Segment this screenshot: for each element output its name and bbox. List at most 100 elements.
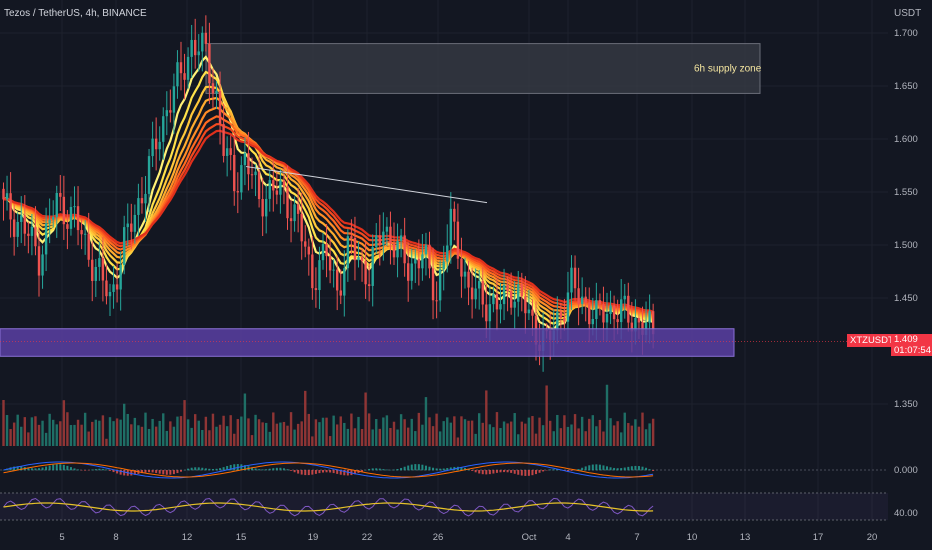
volume-bar [470,420,474,446]
volume-bar [83,412,87,446]
volume-bar [488,424,492,446]
ema-line [3,106,654,318]
candle-body [23,215,26,234]
volume-bar [520,421,523,446]
macd-histogram-bar [637,466,640,471]
candle-body [559,311,563,318]
candle-body [59,192,62,197]
time-axis: 5 8 12 15 19 22 26 Oct 4 7 10 13 17 20 [59,532,877,543]
candle-body [513,301,516,308]
macd-histogram-bar [485,470,488,475]
time-tick-label: 26 [433,532,444,543]
macd-histogram-bar [219,468,222,471]
macd-histogram-bar [268,468,271,471]
macd-histogram-bar [613,467,616,471]
volume-bar [282,421,286,446]
volume-bar [279,422,282,446]
macd-histogram-bar [439,468,442,471]
volume-bar [12,422,16,446]
macd-histogram-bar [172,470,175,475]
candle-body [101,258,105,281]
candle-body [591,319,594,325]
volume-bar [225,426,229,446]
candle-body [130,223,133,232]
time-tick-label: 5 [59,532,64,543]
candle-body [293,204,296,222]
macd-histogram-bar [13,466,16,471]
volume-bar [101,415,105,446]
volume-bar [321,417,325,446]
macd-histogram-bar [332,470,335,474]
volume-bar [243,393,247,446]
currency-label: USDT [894,8,922,19]
volume-bar [367,413,371,446]
volume-bar [158,420,161,446]
volume-bar [197,420,200,446]
candle-body [474,288,477,300]
volume-bar [584,431,587,446]
candle-body [367,284,371,286]
macd-histogram-bar [336,470,339,474]
macd-histogram-bar [204,468,207,471]
volume-bar [563,415,566,446]
macd-histogram-bar [84,470,87,471]
volume-bar [147,428,151,446]
candle-body [570,267,573,293]
macd-histogram-bar [634,465,637,471]
candle-body [502,284,506,305]
macd-histogram-bar [581,467,584,471]
macd-histogram-bar [471,470,474,471]
candle-body [296,204,300,214]
candlesticks [2,15,655,372]
volume-bar [595,426,598,446]
macd-histogram-bar [464,467,466,471]
volume-bar [66,412,69,446]
macd-histogram-bar [290,470,293,471]
candle-body [580,296,584,305]
macd-histogram-bar [602,465,605,471]
candle-body [325,244,328,257]
volume-bar [311,436,314,446]
candle-body [126,223,129,228]
candle-body [211,83,215,94]
volume-bar [80,424,83,446]
candle-body [566,292,570,322]
volume-bar [59,421,62,446]
volume-bar [556,414,559,446]
candle-body [481,281,484,305]
volume-bar [474,433,477,446]
time-tick-label: 17 [813,532,824,543]
price-tick-label: 1.350 [894,399,918,410]
macd-histogram-bar [368,468,371,471]
volume-bar [328,436,332,446]
volume-bar [389,427,392,446]
macd-histogram-bar [400,467,403,471]
macd-histogram-bar [339,470,342,475]
volume-bar [222,415,225,446]
candle-body [98,258,101,267]
volume-bar [357,416,360,446]
time-tick-label: 10 [687,532,698,543]
candle-body [37,246,41,276]
macd-histogram-bar [606,466,608,471]
time-tick-label: 15 [236,532,247,543]
candle-body [2,188,5,200]
macd-histogram-bar [499,470,502,473]
volume-bar [364,392,367,446]
volume-bar [265,422,268,446]
volume-bar [293,429,296,446]
volume-bar [27,432,30,446]
candle-body [123,227,126,265]
volume-bar [513,413,516,446]
candle-body [304,241,307,247]
candle-body [417,258,421,269]
rsi-panel [0,492,888,521]
volume-bar [350,413,353,446]
volume-bar [119,419,122,446]
candle-body [438,269,442,301]
candle-body [76,206,80,231]
volume-bar [410,418,413,446]
macd-histogram-bar [112,470,115,473]
volume-bar [460,416,463,446]
